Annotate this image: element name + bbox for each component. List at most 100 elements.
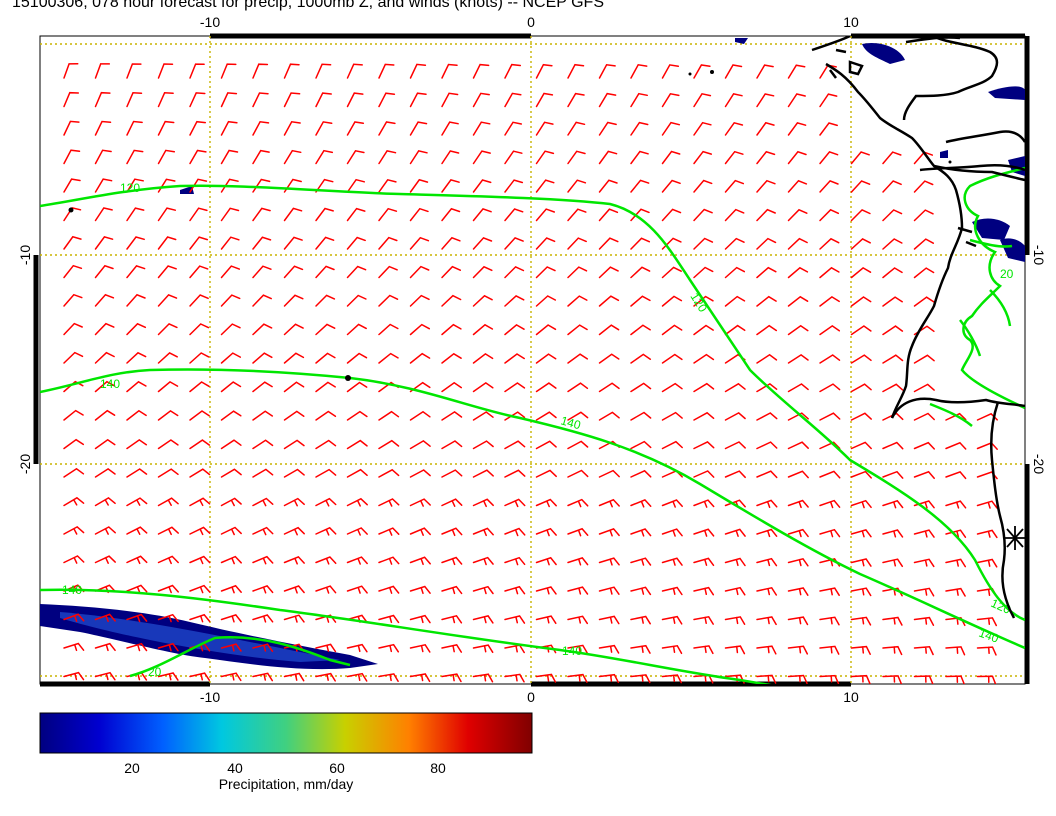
wind-barb [472, 381, 494, 393]
wind-barb [693, 615, 714, 625]
wind-barb [504, 585, 526, 595]
wind-barb [819, 528, 841, 538]
wind-barb [882, 616, 903, 626]
wind-barb [157, 468, 179, 478]
wind-barb [693, 557, 715, 567]
wind-barb [504, 265, 525, 279]
wind-barb [346, 556, 368, 565]
wind-barb [472, 208, 492, 222]
wind-barb [472, 92, 490, 108]
wind-barb [882, 180, 902, 193]
wind-barb [94, 613, 116, 623]
wind-barb [378, 643, 400, 653]
wind-barb [283, 294, 304, 307]
wind-barb [220, 381, 242, 393]
wind-barb [346, 236, 366, 250]
wind-barb [504, 527, 526, 537]
wind-barb [787, 295, 809, 307]
wind-barb [378, 673, 399, 682]
wind-barb [94, 555, 116, 564]
wind-barb [819, 412, 841, 421]
wind-barb [630, 266, 651, 279]
wind-barb [913, 587, 935, 597]
wind-barb [724, 208, 745, 222]
wind-barb [315, 63, 332, 79]
wind-barb [472, 644, 494, 654]
wind-barb [756, 470, 778, 479]
wind-barb [882, 675, 903, 684]
contour-label: 20 [1000, 267, 1014, 281]
wind-barb [315, 643, 337, 653]
wind-barb [126, 438, 148, 450]
wind-barb [724, 470, 746, 479]
wind-barb [315, 439, 337, 450]
wind-barb [630, 528, 652, 537]
contour-label: 120 [120, 181, 140, 195]
wind-barb [63, 351, 84, 364]
wind-barb [220, 178, 239, 193]
wind-barb [315, 92, 332, 108]
wind-barb [409, 178, 429, 193]
wind-barb [252, 323, 273, 336]
wind-barb [661, 295, 683, 307]
wind-barb [94, 438, 116, 450]
wind-barb [850, 296, 872, 307]
wind-barb [94, 236, 114, 250]
wind-barb [661, 266, 682, 279]
wind-barb [945, 471, 967, 480]
wind-barb [724, 616, 746, 625]
wind-barb [945, 558, 967, 568]
wind-barb [346, 410, 368, 421]
wind-barb [378, 265, 398, 279]
wind-barb [63, 409, 84, 421]
wind-barb [787, 645, 809, 655]
bottom-tick-label: 0 [527, 689, 535, 705]
wind-barb [63, 671, 85, 681]
wind-barb [283, 92, 301, 108]
wind-barb [819, 266, 840, 279]
wind-barb [598, 63, 616, 79]
wind-barb [157, 294, 178, 307]
colorbar-tick-label: 80 [430, 760, 446, 776]
wind-barb [220, 584, 242, 594]
wind-barb [63, 264, 83, 279]
wind-barb [441, 63, 458, 79]
wind-barb [661, 615, 683, 625]
height-contours [40, 166, 1025, 684]
wind-barb [598, 295, 620, 307]
wind-barb [756, 266, 777, 279]
wind-barb [850, 266, 872, 279]
wind-barb [157, 149, 176, 165]
wind-barb [787, 674, 808, 684]
wind-barb [787, 179, 808, 193]
wind-barb [189, 120, 207, 136]
wind-barb [819, 383, 841, 393]
wind-barb [913, 209, 934, 222]
wind-barb [346, 585, 368, 594]
wind-barb [598, 411, 620, 421]
wind-barb [756, 237, 777, 250]
wind-barb [819, 470, 841, 479]
wind-barb [598, 92, 617, 108]
wind-barb [409, 585, 431, 595]
wind-barb [850, 208, 871, 222]
wind-barb [283, 526, 305, 536]
wind-barb [283, 120, 301, 136]
wind-barb [94, 178, 113, 193]
wind-barb [693, 411, 715, 421]
contour-coastal [960, 166, 1025, 410]
wind-barb [756, 412, 778, 421]
wind-barb [220, 149, 239, 165]
wind-barb [63, 293, 83, 307]
wind-barb [976, 617, 998, 627]
wind-barb [63, 235, 82, 250]
wind-barb [472, 585, 494, 595]
wind-barb [189, 352, 210, 364]
wind-barb [94, 642, 116, 652]
wind-barb [409, 556, 431, 566]
wind-barb [63, 496, 85, 507]
wind-barb [913, 646, 934, 656]
right-tick-label: -20 [1031, 454, 1047, 474]
wind-barb [378, 468, 400, 478]
wind-barb [157, 672, 179, 681]
